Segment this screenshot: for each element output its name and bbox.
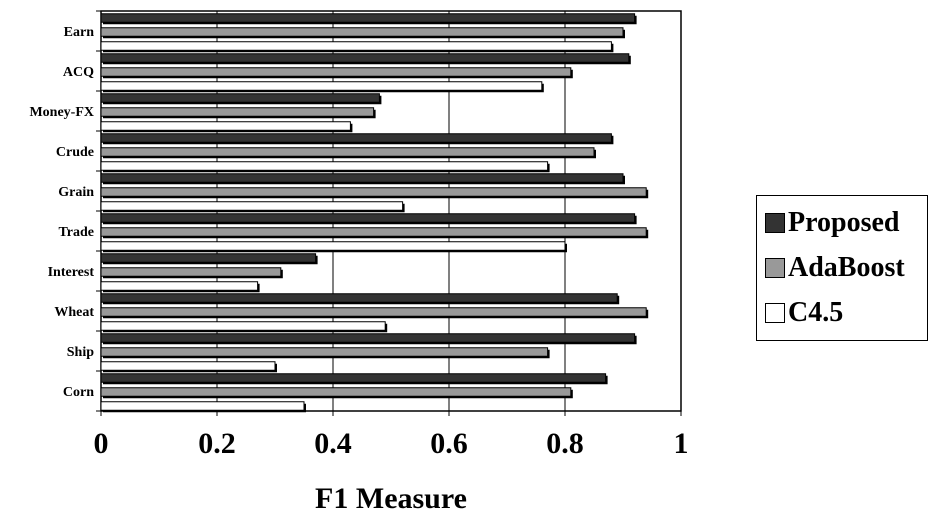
- x-tick-label-1: 1: [674, 427, 689, 460]
- category-label-Wheat: Wheat: [54, 305, 94, 320]
- bar-Interest-C4.5: [100, 281, 259, 291]
- legend-label-adaboost: AdaBoost: [788, 252, 905, 283]
- bar-Trade-Proposed: [100, 213, 636, 223]
- bar-Interest-Proposed: [100, 253, 317, 263]
- bar-Money-FX-AdaBoost: [100, 107, 375, 117]
- category-label-Grain: Grain: [58, 185, 94, 200]
- category-label-Money-FX: Money-FX: [29, 105, 94, 120]
- category-label-Ship: Ship: [67, 345, 94, 360]
- bar-Grain-AdaBoost: [100, 187, 647, 197]
- bar-Crude-C4.5: [100, 161, 549, 171]
- bar-Corn-AdaBoost: [100, 387, 572, 397]
- bar-Corn-C4.5: [100, 401, 305, 411]
- bar-ACQ-AdaBoost: [100, 67, 572, 77]
- bar-Crude-Proposed: [100, 133, 612, 143]
- bar-Crude-AdaBoost: [100, 147, 595, 157]
- legend-item-c45: C4.5: [765, 296, 843, 330]
- bar-ACQ-Proposed: [100, 53, 630, 63]
- x-tick-label-0.2: 0.2: [198, 427, 236, 460]
- x-axis-title: F1 Measure: [315, 482, 467, 515]
- bar-ACQ-C4.5: [100, 81, 543, 91]
- bar-Earn-Proposed: [100, 13, 636, 23]
- bar-Ship-C4.5: [100, 361, 276, 371]
- x-tick-label-0.6: 0.6: [430, 427, 468, 460]
- bar-Wheat-AdaBoost: [100, 307, 647, 317]
- chart-legend: Proposed AdaBoost C4.5: [756, 195, 928, 341]
- legend-swatch-c45: [765, 303, 785, 323]
- bar-Trade-AdaBoost: [100, 227, 647, 237]
- bar-Wheat-C4.5: [100, 321, 386, 331]
- legend-label-c45: C4.5: [788, 297, 844, 328]
- category-label-Corn: Corn: [63, 385, 94, 400]
- x-tick-label-0: 0: [94, 427, 109, 460]
- legend-label-proposed: Proposed: [788, 207, 900, 238]
- legend-item-adaboost: AdaBoost: [765, 251, 905, 285]
- bar-Interest-AdaBoost: [100, 267, 282, 277]
- bar-Earn-AdaBoost: [100, 27, 624, 37]
- bar-Corn-Proposed: [100, 373, 607, 383]
- category-label-Earn: Earn: [64, 25, 95, 40]
- bar-Wheat-Proposed: [100, 293, 618, 303]
- legend-swatch-adaboost: [765, 258, 785, 278]
- x-tick-label-0.8: 0.8: [546, 427, 584, 460]
- bar-Grain-C4.5: [100, 201, 404, 211]
- category-label-Interest: Interest: [48, 265, 95, 280]
- bar-Earn-C4.5: [100, 41, 612, 51]
- bar-Trade-C4.5: [100, 241, 566, 251]
- bar-Ship-Proposed: [100, 333, 636, 343]
- bar-Money-FX-Proposed: [100, 93, 380, 103]
- legend-swatch-proposed: [765, 213, 785, 233]
- bar-Grain-Proposed: [100, 173, 624, 183]
- x-tick-label-0.4: 0.4: [314, 427, 352, 460]
- category-label-Crude: Crude: [56, 145, 94, 160]
- legend-item-proposed: Proposed: [765, 206, 900, 240]
- bar-Money-FX-C4.5: [100, 121, 351, 131]
- category-label-ACQ: ACQ: [63, 65, 94, 80]
- bar-Ship-AdaBoost: [100, 347, 549, 357]
- category-label-Trade: Trade: [58, 225, 94, 240]
